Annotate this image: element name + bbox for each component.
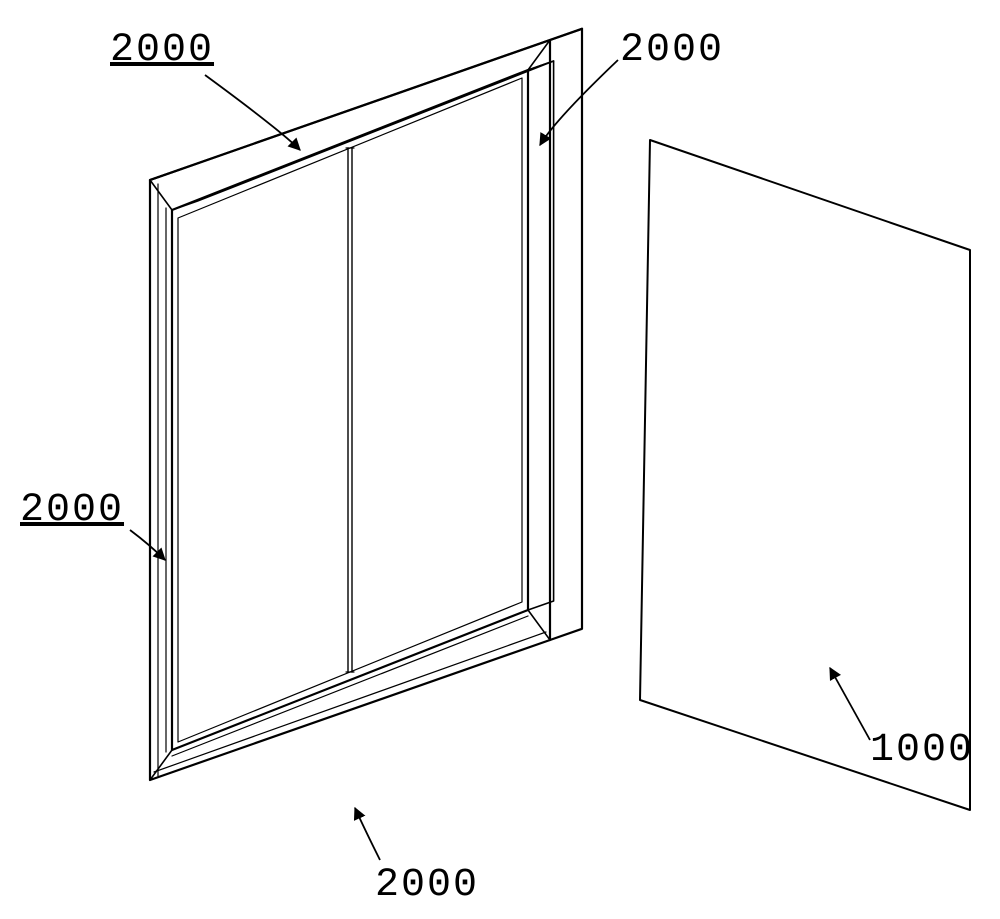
patent-figure: 2000 2000 2000 2000 1000	[0, 0, 1000, 919]
label-bc: 2000	[375, 863, 479, 908]
leader-tl	[205, 75, 300, 150]
label-ml: 2000	[20, 488, 124, 533]
leader-r1000	[830, 668, 870, 740]
frame-inner-front	[172, 70, 528, 750]
frame-inner-bead	[178, 78, 522, 742]
panel-1000	[640, 140, 970, 810]
bottom-rail-line2	[172, 616, 528, 756]
frame-top-extrude	[150, 29, 582, 180]
miter-tl	[150, 180, 172, 210]
label-r1000: 1000	[870, 728, 974, 773]
bottom-rail-line	[154, 632, 546, 772]
leader-ml	[130, 530, 165, 560]
frame-corner-edge-tl	[150, 169, 182, 180]
leader-tr	[540, 60, 618, 145]
frame-right-extrude	[550, 29, 582, 640]
frame-outer-front	[150, 40, 550, 780]
miter-br	[528, 610, 550, 640]
label-tl: 2000	[110, 28, 214, 73]
leader-bc	[355, 808, 380, 860]
label-tr: 2000	[620, 28, 724, 73]
